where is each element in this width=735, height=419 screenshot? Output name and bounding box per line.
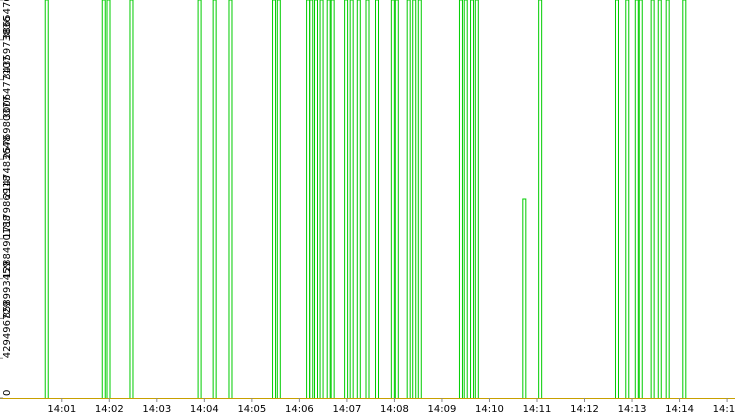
pulse <box>412 0 417 398</box>
pulse <box>314 0 319 398</box>
pulse <box>417 0 422 398</box>
pulse <box>625 0 630 398</box>
pulse <box>665 0 670 398</box>
pulse <box>538 0 543 398</box>
pulse <box>319 0 324 398</box>
pulse <box>458 0 463 398</box>
x-tick-label: 14:03 <box>142 404 171 415</box>
pulse <box>44 0 49 398</box>
x-tick-label: 14:10 <box>475 404 504 415</box>
x-tick-label: 14:12 <box>570 404 599 415</box>
x-tick-label: 14:09 <box>428 404 457 415</box>
pulse <box>344 0 349 398</box>
y-tick-label: 2576980377 <box>2 96 13 160</box>
pulse <box>463 0 468 398</box>
pulse <box>365 0 370 398</box>
pulse <box>330 0 335 398</box>
pulse <box>276 0 281 398</box>
pulse <box>470 0 475 398</box>
x-tick-label: 14:06 <box>285 404 314 415</box>
pulse <box>228 0 233 398</box>
x-tick-label: 14:11 <box>523 404 552 415</box>
y-tick-label: 2147483648 <box>2 135 13 199</box>
x-tick-label: 14:02 <box>95 404 124 415</box>
x-tick-label: 14:14 <box>665 404 694 415</box>
pulse <box>682 0 687 398</box>
pulse <box>638 0 643 398</box>
y-tick-label: 429496729 <box>2 301 13 358</box>
x-tick-label: 14:05 <box>237 404 266 415</box>
pulse <box>356 0 361 398</box>
x-tick-label: 14:07 <box>332 404 361 415</box>
y-tick-label: 3006477107 <box>2 56 13 120</box>
y-tick-label: 3435973836 <box>2 16 13 80</box>
pulse <box>106 0 111 398</box>
pulse <box>634 0 639 398</box>
x-tick-label: 14:04 <box>190 404 219 415</box>
y-tick-label: 3865470566 <box>2 0 13 40</box>
pulse <box>390 0 395 398</box>
pulse <box>349 0 354 398</box>
pulse <box>375 0 380 398</box>
pulse <box>212 0 217 398</box>
pulse <box>650 0 655 398</box>
x-tick-label: 14:13 <box>618 404 647 415</box>
pulse <box>394 0 399 398</box>
pulse <box>522 198 527 398</box>
y-tick-label: 1717986918 <box>2 175 13 239</box>
y-tick-label: 0 <box>2 390 13 396</box>
pulse <box>406 0 411 398</box>
pulse <box>614 0 619 398</box>
pulse <box>657 0 662 398</box>
pulse <box>326 0 331 398</box>
x-tick-label: 14:15 <box>713 404 735 415</box>
y-tick-label: 1288490188 <box>2 215 13 279</box>
pulse <box>272 0 277 398</box>
pulse <box>309 0 314 398</box>
pulse <box>197 0 202 398</box>
y-tick-label: 858993459 <box>2 261 13 318</box>
pulse <box>101 0 106 398</box>
pulse <box>129 0 134 398</box>
x-tick-label: 14:08 <box>380 404 409 415</box>
pulse <box>474 0 479 398</box>
x-tick-label: 14:01 <box>47 404 76 415</box>
